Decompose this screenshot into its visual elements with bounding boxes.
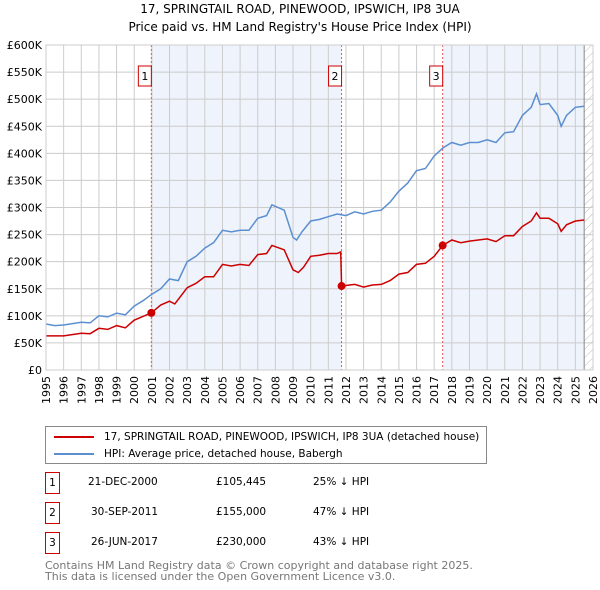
- sale-marker-label: 2: [332, 70, 339, 83]
- plot-border: [45, 44, 594, 371]
- sale-marker-box: [137, 65, 152, 87]
- y-tick-label: £50K: [14, 337, 43, 350]
- x-tick-label: 2013: [358, 376, 371, 404]
- y-tick-label: £300K: [7, 202, 43, 215]
- sale-marker-label: 3: [433, 70, 440, 83]
- x-tick-label: 2009: [287, 376, 300, 404]
- footer-line-2: This data is licensed under the Open Gov…: [45, 570, 396, 583]
- sale-price: £105,445: [216, 476, 267, 488]
- x-tick-label: 2000: [128, 376, 141, 404]
- x-tick-label: 2019: [463, 376, 476, 404]
- y-tick-label: £550K: [7, 66, 43, 79]
- y-tick-label: £250K: [7, 229, 43, 242]
- legend-item-property: 17, SPRINGTAIL ROAD, PINEWOOD, IPSWICH, …: [54, 429, 479, 445]
- series-line-hpi: [45, 91, 585, 327]
- legend-label: HPI: Average price, detached house, Babe…: [104, 448, 343, 460]
- sale-point: [337, 282, 346, 291]
- sale-point: [147, 308, 156, 317]
- x-tick-label: 2024: [552, 376, 565, 404]
- sale-point: [438, 241, 447, 250]
- x-tick-label: 2020: [481, 376, 494, 404]
- y-tick-label: £150K: [7, 283, 43, 296]
- x-tick-label: 2026: [587, 376, 600, 404]
- y-tick-label: £400K: [7, 147, 43, 160]
- x-tick-label: 2001: [146, 376, 159, 404]
- x-tick-label: 2017: [428, 376, 441, 404]
- sale-price: £230,000: [216, 536, 267, 548]
- legend-item-hpi: HPI: Average price, detached house, Babe…: [54, 446, 343, 462]
- y-tick-label: £200K: [7, 256, 43, 269]
- legend-swatch-blue: [54, 453, 94, 455]
- x-tick-label: 2011: [322, 376, 335, 404]
- sale-marker-box: [429, 65, 444, 87]
- x-tick-label: 2002: [164, 376, 177, 404]
- sale-hpi-diff: 43% ↓ HPI: [313, 536, 370, 548]
- x-tick-label: 2021: [499, 376, 512, 404]
- series-line-property: [46, 211, 585, 337]
- sale-row: 3 26-JUN-2017 £230,000 43% ↓ HPI: [45, 532, 545, 554]
- y-tick-label: £100K: [7, 310, 43, 323]
- x-tick-label: 2014: [375, 376, 388, 404]
- y-tick-label: £450K: [7, 120, 43, 133]
- x-tick-label: 2005: [216, 376, 229, 404]
- chart-subtitle: Price paid vs. HM Land Registry's House …: [128, 20, 472, 34]
- footer: Contains HM Land Registry data © Crown c…: [45, 560, 473, 582]
- legend-label: 17, SPRINGTAIL ROAD, PINEWOOD, IPSWICH, …: [104, 431, 480, 443]
- chart-title: 17, SPRINGTAIL ROAD, PINEWOOD, IPSWICH, …: [140, 2, 460, 16]
- x-tick-label: 2016: [411, 376, 424, 404]
- sale-row: 2 30-SEP-2011 £155,000 47% ↓ HPI: [45, 502, 545, 524]
- sale-marker-number: 3: [45, 532, 60, 554]
- chart-plot: 1995 1996 1997 1998 1999 2000 2001 2002 2003 2004…: [7, 39, 600, 404]
- footer-line-1: Contains HM Land Registry data © Crown c…: [45, 559, 473, 572]
- y-tick-label: £0: [28, 364, 42, 377]
- x-tick-label: 1999: [111, 376, 124, 404]
- x-tick-label: 2015: [393, 376, 406, 404]
- x-tick-label: 2006: [234, 376, 247, 404]
- sale-marker-label: 1: [141, 70, 148, 83]
- legend: 17, SPRINGTAIL ROAD, PINEWOOD, IPSWICH, …: [45, 426, 487, 464]
- x-tick-label: 2018: [446, 376, 459, 404]
- sale-price: £155,000: [216, 506, 267, 518]
- x-tick-label: 2007: [252, 376, 265, 404]
- legend-swatch-red: [54, 436, 94, 438]
- x-tick-label: 2023: [534, 376, 547, 404]
- y-tick-label: £500K: [7, 93, 43, 106]
- sale-date: 30-SEP-2011: [91, 506, 159, 518]
- x-tick-label: 2003: [181, 376, 194, 404]
- sale-hpi-diff: 47% ↓ HPI: [313, 506, 370, 518]
- x-tick-label: 2010: [305, 376, 318, 404]
- sale-hpi-diff: 25% ↓ HPI: [313, 476, 370, 488]
- x-tick-label: 2004: [199, 376, 212, 404]
- x-tick-label: 1997: [75, 376, 88, 404]
- sale-marker-number: 2: [45, 502, 60, 524]
- x-tick-label: 2008: [269, 376, 282, 404]
- x-tick-label: 2022: [516, 376, 529, 404]
- x-tick-label: 2025: [569, 376, 582, 404]
- x-tick-label: 1996: [58, 376, 71, 404]
- x-tick-label: 1995: [40, 376, 53, 404]
- sale-marker-number: 1: [45, 472, 60, 494]
- sale-marker-box: [328, 65, 343, 87]
- x-tick-label: 2012: [340, 376, 353, 404]
- sale-row: 1 21-DEC-2000 £105,445 25% ↓ HPI: [45, 472, 545, 494]
- y-tick-label: £600K: [7, 39, 43, 52]
- sale-date: 26-JUN-2017: [91, 536, 158, 548]
- y-tick-label: £350K: [7, 174, 43, 187]
- sale-date: 21-DEC-2000: [88, 476, 158, 488]
- x-tick-label: 1998: [93, 376, 106, 404]
